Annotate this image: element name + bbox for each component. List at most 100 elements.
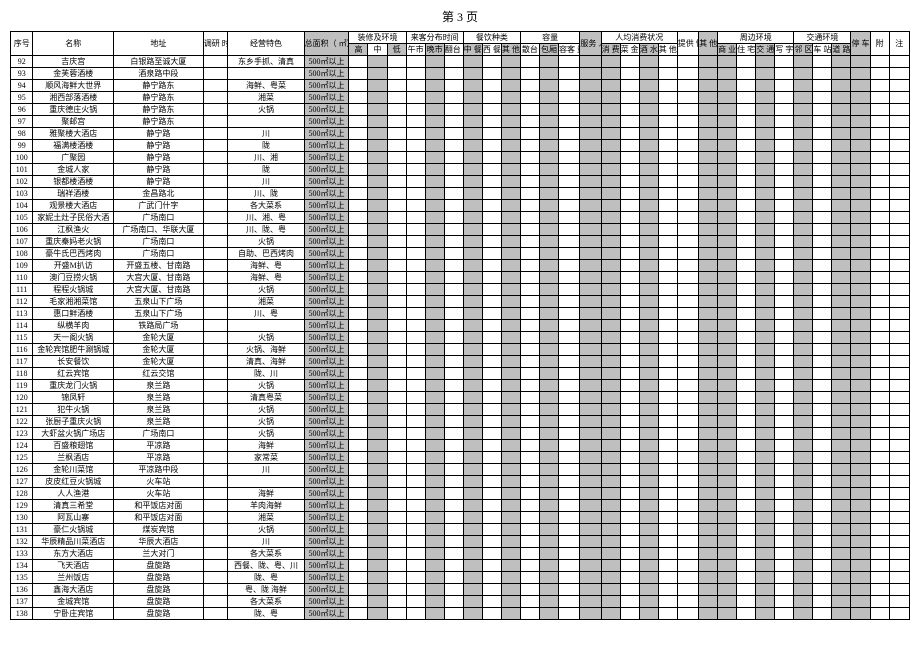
cell-empty [620,464,639,476]
cell-empty [775,260,794,272]
cell-biz: 各大菜系 [228,596,304,608]
cell-empty [756,560,775,572]
cell-empty [349,476,368,488]
cell-empty [870,272,889,284]
cell-seq: 102 [11,176,33,188]
cell-empty [425,260,444,272]
cell-empty [870,248,889,260]
cell-empty [580,572,601,584]
cell-addr: 泉兰路 [114,404,204,416]
cell-biz: 火锅 [228,524,304,536]
h-a-res: 住 宅 区 [737,44,756,56]
cell-empty [851,560,870,572]
cell-empty [387,428,406,440]
cell-seq: 118 [11,368,33,380]
cell-empty [580,428,601,440]
cell-empty [501,224,520,236]
cell-empty [813,116,832,128]
h-deco-hi: 高 [349,44,368,56]
cell-empty [832,368,851,380]
cell-empty [463,500,482,512]
cell-survey-time [203,200,228,212]
cell-empty [406,92,425,104]
cell-empty [775,596,794,608]
cell-empty [387,152,406,164]
h-t-near: 邻 区 [794,44,813,56]
cell-name: 福满楼酒楼 [33,140,114,152]
cell-empty [677,224,698,236]
cell-empty [425,452,444,464]
cell-empty [718,320,737,332]
cell-empty [501,272,520,284]
cell-empty [620,428,639,440]
cell-empty [463,584,482,596]
cell-empty [620,332,639,344]
cell-empty [832,440,851,452]
cell-empty [559,476,580,488]
cell-empty [620,176,639,188]
cell-empty [482,404,501,416]
cell-empty [658,452,677,464]
cell-empty [699,404,718,416]
cell-empty [775,452,794,464]
cell-empty [699,128,718,140]
cell-empty [539,548,558,560]
cell-seq: 137 [11,596,33,608]
cell-addr: 金轮大厦 [114,344,204,356]
cell-empty [851,500,870,512]
cell-empty [851,80,870,92]
cell-empty [368,428,387,440]
cell-empty [870,452,889,464]
cell-empty [559,92,580,104]
cell-empty [718,584,737,596]
cell-empty [658,596,677,608]
cell-name: 银都楼酒楼 [33,176,114,188]
cell-empty [737,464,756,476]
cell-empty [559,356,580,368]
cell-empty [368,512,387,524]
table-row: 137金城宾馆盘旋路各大菜系500㎡以上 [11,596,910,608]
cell-empty [775,80,794,92]
cell-empty [639,380,658,392]
cell-area: 500㎡以上 [304,308,349,320]
cell-empty [482,296,501,308]
cell-empty [718,248,737,260]
cell-empty [368,500,387,512]
cell-seq: 123 [11,428,33,440]
cell-empty [501,296,520,308]
cell-empty [832,152,851,164]
cell-empty [559,524,580,536]
cell-name: 百盛粮翅馆 [33,440,114,452]
cell-empty [620,164,639,176]
cell-empty [349,188,368,200]
table-row: 99福满楼酒楼静宁路陇500㎡以上 [11,140,910,152]
cell-seq: 97 [11,116,33,128]
cell-biz: 东乡手抓、清真 [228,56,304,68]
cell-empty [756,152,775,164]
cell-name: 湘西部落酒楼 [33,92,114,104]
cell-empty [620,80,639,92]
cell-empty [620,212,639,224]
cell-empty [794,56,813,68]
cell-empty [737,116,756,128]
cell-empty [775,524,794,536]
table-row: 105家妮土灶子民俗大酒广场南口川、湘、粤500㎡以上 [11,212,910,224]
cell-empty [601,428,620,440]
cell-empty [699,608,718,620]
cell-empty [658,56,677,68]
cell-empty [775,164,794,176]
cell-empty [718,356,737,368]
table-row: 130阿瓦山寨和平饭店对面湘菜500㎡以上 [11,512,910,524]
cell-empty [387,116,406,128]
cell-empty [444,68,463,80]
cell-empty [539,200,558,212]
cell-name: 金芙蓉酒楼 [33,68,114,80]
cell-empty [620,200,639,212]
cell-empty [444,140,463,152]
cell-empty [699,416,718,428]
cell-empty [813,440,832,452]
cell-addr: 泉兰路 [114,392,204,404]
cell-addr: 金轮大厦 [114,332,204,344]
cell-empty [387,404,406,416]
cell-empty [406,68,425,80]
